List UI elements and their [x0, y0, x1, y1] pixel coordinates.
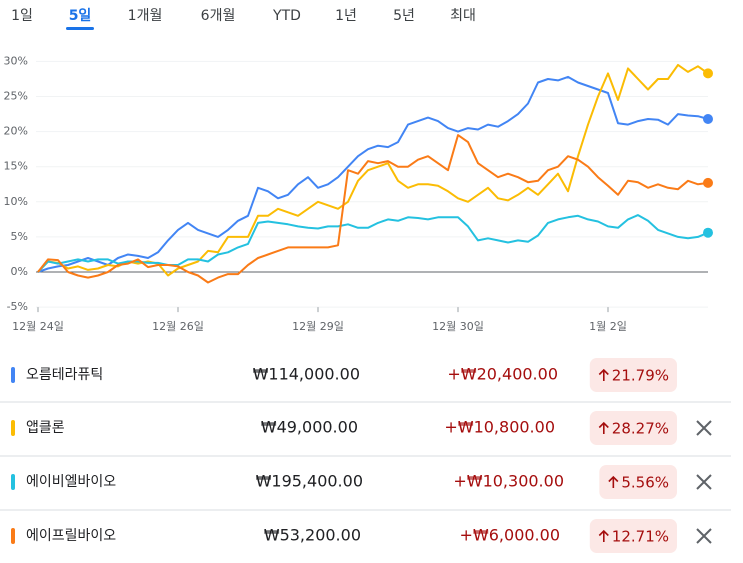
tab-underline — [66, 27, 94, 30]
color-chip — [11, 528, 15, 544]
change: +₩20,400.00 — [447, 365, 558, 384]
y-tick-label: 0% — [11, 265, 28, 278]
x-tick-label: 12월 29일 — [292, 319, 344, 333]
percent-badge — [599, 465, 677, 499]
range-tab[interactable]: 1일 — [11, 8, 33, 24]
x-tick-label: 1월 2일 — [589, 319, 627, 333]
stock-name: 앱클론 — [26, 420, 65, 436]
up-arrow — [598, 421, 609, 434]
range-tab[interactable]: 5일 — [69, 8, 92, 24]
change: +₩6,000.00 — [460, 526, 560, 545]
x-tick-label: 12월 26일 — [152, 319, 204, 333]
percent: 5.56% — [621, 474, 669, 492]
end-dot — [703, 227, 713, 238]
change: +₩10,300.00 — [453, 472, 564, 491]
price: ₩195,400.00 — [256, 472, 363, 491]
percent: 28.27% — [612, 420, 669, 438]
range-tab[interactable]: 5년 — [393, 8, 415, 24]
y-tick-label: 30% — [4, 54, 28, 67]
series-line — [37, 75, 709, 273]
remove-button[interactable] — [696, 420, 712, 436]
series-line — [37, 63, 709, 277]
price: ₩49,000.00 — [261, 418, 358, 437]
series-line — [37, 214, 709, 273]
change: +₩10,800.00 — [444, 418, 555, 437]
series-line — [37, 134, 709, 284]
range-tab[interactable]: 최대 — [450, 8, 476, 24]
percent: 12.71% — [612, 528, 669, 546]
percent: 21.79% — [612, 367, 669, 385]
stock-name: 에이비엘바이오 — [26, 474, 116, 490]
end-dot — [703, 113, 713, 124]
price: ₩53,200.00 — [264, 526, 361, 545]
up-arrow — [598, 529, 609, 542]
y-tick-label: 25% — [4, 90, 28, 103]
stock-name: 에이프릴바이오 — [26, 528, 116, 544]
percent-badge — [589, 411, 677, 445]
y-tick-label: 5% — [11, 230, 28, 243]
y-tick-label: 10% — [4, 195, 28, 208]
remove-button[interactable] — [696, 528, 712, 544]
color-chip — [11, 367, 15, 383]
range-tab[interactable]: 6개월 — [201, 8, 236, 24]
up-arrow — [598, 368, 609, 381]
range-tab[interactable]: 1년 — [335, 8, 357, 24]
price: ₩114,000.00 — [253, 365, 360, 384]
range-tab[interactable]: 1개월 — [128, 8, 163, 24]
stock-name: 오름테라퓨틱 — [26, 367, 103, 383]
x-tick-label: 12월 24일 — [12, 319, 64, 333]
color-chip — [11, 420, 15, 436]
remove-button[interactable] — [696, 474, 712, 490]
percent-badge — [589, 519, 677, 553]
x-tick-label: 12월 30일 — [432, 319, 484, 333]
up-arrow — [608, 475, 619, 488]
color-chip — [11, 474, 15, 490]
end-dot — [703, 68, 713, 79]
y-tick-label: 20% — [4, 125, 28, 138]
end-dot — [703, 177, 713, 188]
y-tick-label: 15% — [4, 160, 28, 173]
range-tab[interactable]: YTD — [272, 8, 301, 24]
percent-badge — [589, 358, 677, 392]
y-tick-label: -5% — [7, 300, 28, 313]
